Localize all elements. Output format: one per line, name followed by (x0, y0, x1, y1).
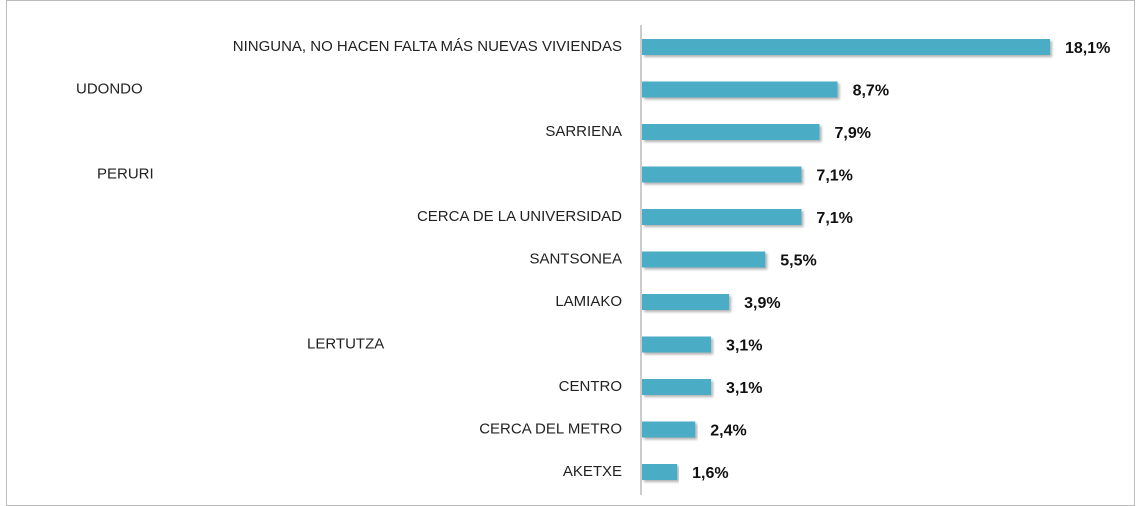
value-label: 2,4% (710, 423, 746, 440)
value-label: 3,9% (744, 295, 780, 312)
category-label: SARRIENA (545, 123, 622, 140)
bar (642, 166, 802, 183)
value-label: 1,6% (692, 465, 728, 482)
category-label: SANTSONEA (529, 250, 622, 267)
bar (642, 81, 838, 98)
bar (642, 379, 712, 395)
bar (642, 421, 696, 438)
category-label: UDONDO (76, 80, 143, 97)
value-label: 8,7% (853, 83, 889, 100)
bar (642, 39, 1050, 55)
bar (642, 336, 712, 353)
value-label: 7,1% (816, 210, 852, 227)
value-label: 3,1% (726, 380, 762, 397)
category-label: CERCA DEL METRO (479, 420, 622, 437)
value-label: 7,1% (816, 168, 852, 185)
category-label: LERTUTZA (307, 335, 384, 352)
category-label: AKETXE (563, 463, 622, 480)
value-label: 5,5% (780, 253, 816, 270)
category-label: LAMIAKO (555, 293, 622, 310)
category-label: CERCA DE LA UNIVERSIDAD (417, 208, 622, 225)
category-label: CENTRO (559, 378, 622, 395)
category-label: PERURI (97, 165, 154, 182)
bar (642, 251, 766, 268)
value-label: 18,1% (1065, 40, 1110, 57)
value-label: 7,9% (835, 125, 871, 142)
bar (642, 209, 802, 225)
bar (642, 464, 678, 480)
value-label: 3,1% (726, 338, 762, 355)
bar (642, 294, 730, 310)
category-label: NINGUNA, NO HACEN FALTA MÁS NUEVAS VIVIE… (233, 38, 622, 55)
bar (642, 124, 820, 140)
